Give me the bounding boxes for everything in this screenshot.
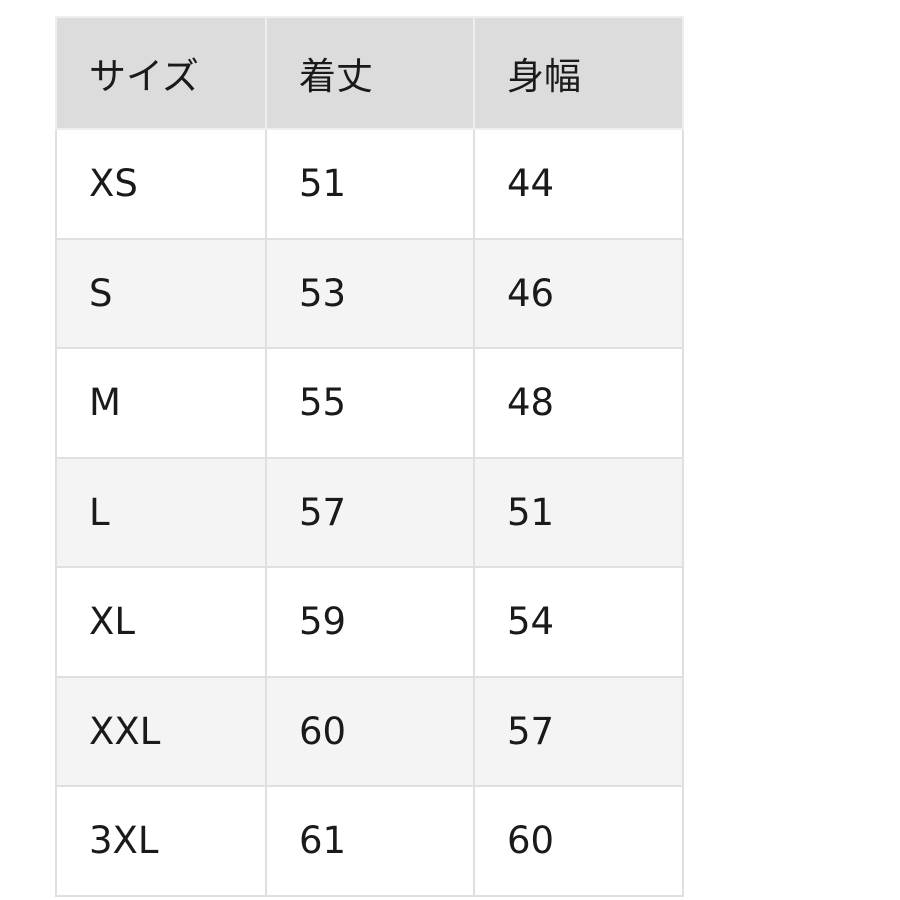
length-cell: 51 — [265, 128, 475, 240]
table-row: S 53 46 — [55, 237, 684, 349]
length-cell: 60 — [265, 675, 475, 787]
header-row: サイズ 着丈 身幅 — [55, 16, 684, 130]
table-row: XS 51 44 — [55, 128, 684, 240]
length-cell: 55 — [265, 347, 475, 459]
size-chart-table: サイズ 着丈 身幅 XS 51 44 S 53 46 M 55 48 L 57 51 XL 59 54 XXL… — [55, 16, 684, 897]
width-cell: 51 — [473, 456, 684, 568]
table-row: L 57 51 — [55, 456, 684, 568]
width-cell: 54 — [473, 566, 684, 678]
header-size: サイズ — [55, 16, 267, 130]
width-cell: 44 — [473, 128, 684, 240]
header-width: 身幅 — [473, 16, 684, 130]
table-row: XXL 60 57 — [55, 675, 684, 787]
size-cell: L — [55, 456, 267, 568]
size-cell: XXL — [55, 675, 267, 787]
size-cell: S — [55, 237, 267, 349]
size-cell: 3XL — [55, 785, 267, 897]
width-cell: 46 — [473, 237, 684, 349]
length-cell: 57 — [265, 456, 475, 568]
header-length: 着丈 — [265, 16, 475, 130]
size-cell: XL — [55, 566, 267, 678]
width-cell: 48 — [473, 347, 684, 459]
width-cell: 57 — [473, 675, 684, 787]
table-row: M 55 48 — [55, 347, 684, 459]
size-cell: M — [55, 347, 267, 459]
length-cell: 53 — [265, 237, 475, 349]
table-row: 3XL 61 60 — [55, 785, 684, 897]
size-cell: XS — [55, 128, 267, 240]
width-cell: 60 — [473, 785, 684, 897]
length-cell: 61 — [265, 785, 475, 897]
length-cell: 59 — [265, 566, 475, 678]
table-row: XL 59 54 — [55, 566, 684, 678]
